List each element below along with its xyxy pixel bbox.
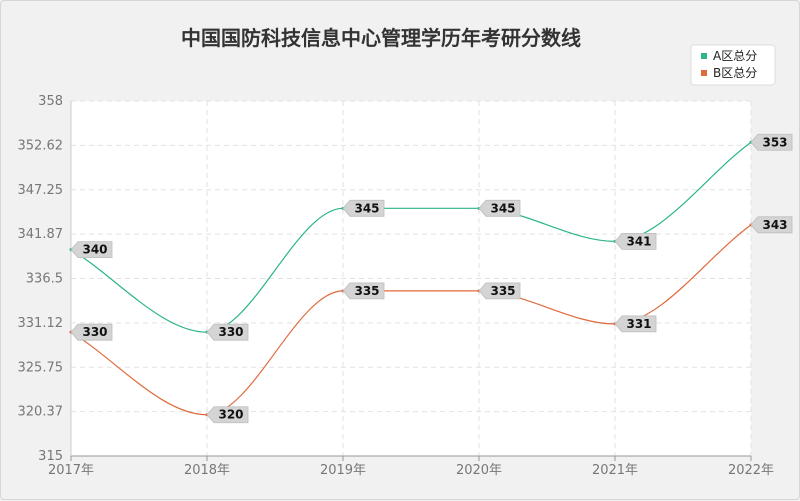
data-label: 335 bbox=[490, 284, 515, 298]
data-label-box bbox=[750, 133, 793, 151]
legend-swatch[interactable] bbox=[701, 70, 707, 76]
y-tick-label: 315 bbox=[38, 449, 63, 464]
data-label: 330 bbox=[218, 325, 243, 339]
data-labels: 340 330 345 345 341 353 330 320 335 335 331 343 bbox=[70, 133, 793, 424]
data-label: 330 bbox=[82, 325, 107, 339]
legend-swatch[interactable] bbox=[701, 53, 707, 59]
y-tick-label: 358 bbox=[38, 94, 63, 109]
x-tick-label: 2018年 bbox=[184, 463, 230, 478]
data-label: 353 bbox=[762, 135, 787, 149]
data-label-box bbox=[206, 323, 249, 341]
data-label-box bbox=[478, 282, 521, 300]
data-label: 320 bbox=[218, 408, 243, 422]
legend-item-label[interactable]: B区总分 bbox=[713, 66, 757, 80]
y-tick-label: 347.25 bbox=[18, 183, 64, 198]
y-tick-label: 341.87 bbox=[18, 227, 64, 242]
data-label: 331 bbox=[626, 317, 651, 331]
x-tick-label: 2021年 bbox=[592, 463, 638, 478]
plot-area bbox=[71, 101, 751, 456]
data-label-box bbox=[614, 232, 657, 250]
data-label-box bbox=[342, 199, 385, 217]
x-tick-label: 2022年 bbox=[728, 463, 774, 478]
data-label-box bbox=[206, 406, 249, 424]
data-label: 341 bbox=[626, 234, 651, 248]
data-label-box bbox=[614, 315, 657, 333]
legend[interactable]: A区总分 B区总分 bbox=[690, 44, 776, 86]
data-label-box bbox=[70, 323, 113, 341]
y-tick-label: 336.5 bbox=[26, 272, 63, 287]
data-label-box bbox=[342, 282, 385, 300]
y-tick-label: 352.62 bbox=[18, 138, 64, 153]
x-tick-label: 2019年 bbox=[320, 463, 366, 478]
axes: 315 320.37 325.75 331.12 336.5 341.87 347.25 35… bbox=[18, 94, 775, 478]
data-label-box bbox=[478, 199, 521, 217]
chart-title: 中国国防科技信息中心管理学历年考研分数线 bbox=[181, 26, 581, 50]
y-tick-label: 325.75 bbox=[18, 360, 64, 375]
data-label: 340 bbox=[82, 243, 107, 257]
data-label: 343 bbox=[762, 218, 787, 232]
y-tick-label: 320.37 bbox=[18, 405, 64, 420]
data-label-box bbox=[750, 216, 793, 234]
y-tick-label: 331.12 bbox=[18, 316, 64, 331]
data-label-box bbox=[70, 241, 113, 259]
legend-box bbox=[690, 44, 776, 86]
x-tick-label: 2017年 bbox=[48, 463, 94, 478]
data-label: 345 bbox=[490, 201, 515, 215]
legend-item-label[interactable]: A区总分 bbox=[713, 49, 757, 63]
x-tick-label: 2020年 bbox=[456, 463, 502, 478]
data-label: 345 bbox=[354, 201, 379, 215]
data-label: 335 bbox=[354, 284, 379, 298]
